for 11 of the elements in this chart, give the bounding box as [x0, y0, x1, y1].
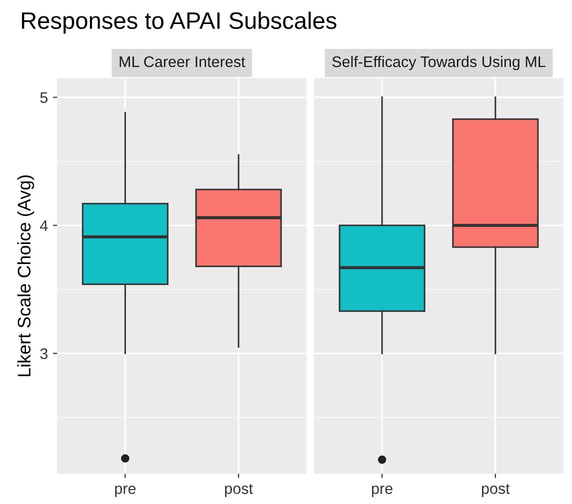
y-tick-label: 5: [40, 92, 48, 104]
chart-subtitle: Self-Efficacy Towards Using ML: [332, 56, 546, 70]
x-tick-label: pre: [372, 486, 392, 498]
y-tick-label: 4: [40, 220, 48, 231]
x-tick-label: post: [482, 484, 510, 498]
chart-subtitle: ML Career Interest: [120, 56, 246, 68]
x-tick-label: post: [225, 484, 253, 498]
chart-title: Responses to APAI Subscales: [22, 12, 336, 34]
y-tick-label: 3: [40, 348, 48, 360]
y-axis-title: Likert Scale Choice (Avg): [17, 175, 34, 376]
x-tick-label: pre: [115, 486, 136, 498]
